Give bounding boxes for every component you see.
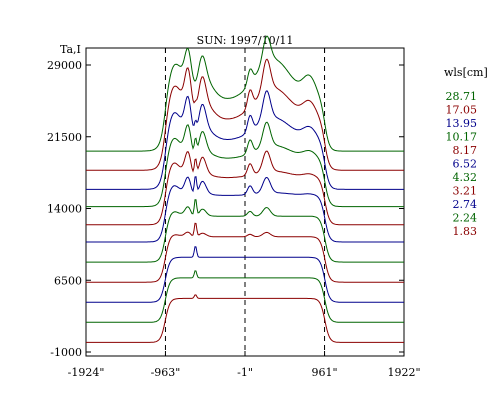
y-tick-label: 6500 <box>54 274 82 287</box>
series-line-4.32 <box>86 199 404 263</box>
x-tick-label: -963" <box>151 366 181 379</box>
y-tick-label: 14000 <box>47 203 82 216</box>
y-axis-label: Ta,I <box>60 43 81 56</box>
y-tick-label: 29000 <box>47 59 82 72</box>
series-line-2.74 <box>86 246 404 303</box>
series-line-17.05 <box>86 58 404 171</box>
series-lines <box>86 35 404 343</box>
legend-entry: 2.74 <box>453 198 478 211</box>
series-line-3.21 <box>86 222 404 283</box>
legend-entry: 17.05 <box>446 104 478 117</box>
y-tick-label: -1000 <box>50 346 82 359</box>
legend-entry: 6.52 <box>453 158 478 171</box>
series-line-13.95 <box>86 90 404 190</box>
legend-entry: 8.17 <box>453 144 478 157</box>
legend-entry: 13.95 <box>446 117 478 130</box>
chart-title: SUN: 1997/10/11 <box>197 34 294 47</box>
legend-entry: 10.17 <box>446 131 478 144</box>
legend: 28.7117.0513.9510.178.176.524.323.212.74… <box>446 90 478 238</box>
y-tick-label: 21500 <box>47 131 82 144</box>
series-line-8.17 <box>86 150 404 226</box>
series-line-28.71 <box>86 35 404 152</box>
x-tick-label: -1924" <box>68 366 105 379</box>
series-line-6.52 <box>86 176 404 243</box>
series-line-1.83 <box>86 294 404 343</box>
legend-entry: 28.71 <box>446 90 478 103</box>
legend-title: wls[cm] <box>444 66 488 79</box>
legend-entry: 3.21 <box>453 185 478 198</box>
legend-entry: 2.24 <box>453 212 478 225</box>
x-tick-label: 1922" <box>387 366 420 379</box>
series-line-2.24 <box>86 270 404 323</box>
series-line-10.17 <box>86 121 404 208</box>
x-tick-label: -1" <box>237 366 253 379</box>
guide-lines <box>164 48 326 356</box>
legend-entry: 4.32 <box>453 171 478 184</box>
legend-entry: 1.83 <box>453 225 478 238</box>
x-tick-label: 961" <box>312 366 338 379</box>
axis-ticks: -1000 6500 14000 21500 29000 -1924" -963" -1" 96… <box>47 48 421 379</box>
